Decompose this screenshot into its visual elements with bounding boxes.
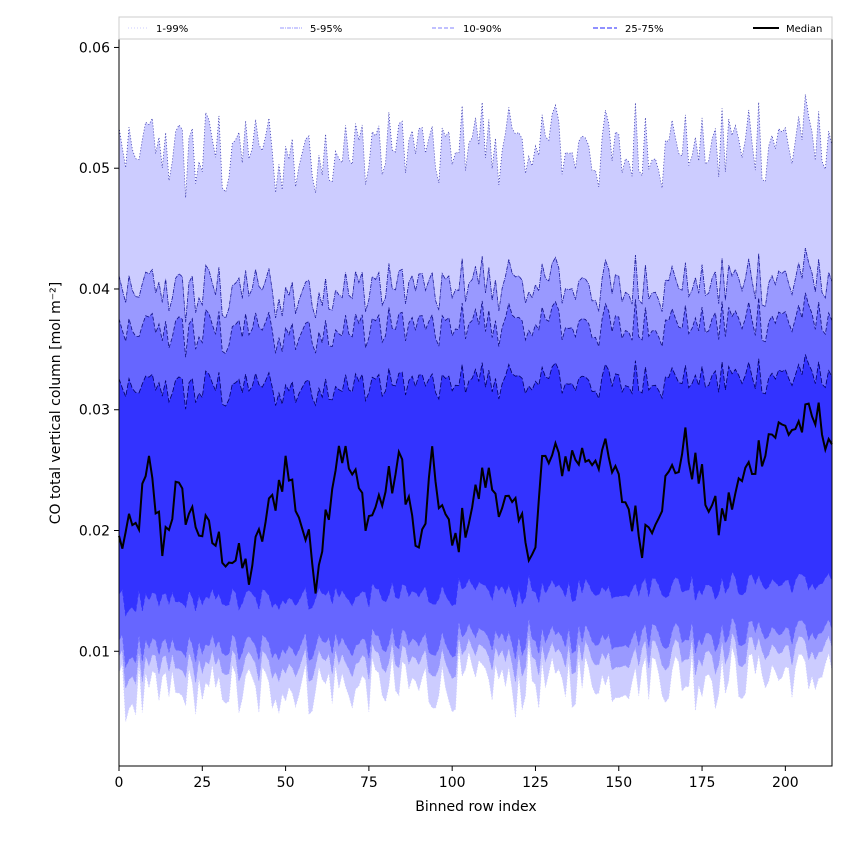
percentile-bands [119,94,832,722]
legend-item-25-75: 25-75% [593,24,664,35]
x-axis: 0 25 50 75 100 125 150 175 200 [115,766,799,791]
band-lower-line-5-95 [118,630,833,689]
y-tick-label: 0.06 [79,40,110,56]
y-tick-label: 0.01 [79,644,110,660]
legend-label-1-99: 1-99% [156,24,188,35]
band-lower-line-25-75 [118,570,833,617]
x-tick-label: 175 [689,775,716,791]
x-axis-label: Binned row index [415,799,536,815]
x-tick-label: 0 [115,775,124,791]
legend: 1-99% 5-95% 10-90% 25-75% Median [118,16,833,40]
x-tick-label: 100 [439,775,466,791]
legend-box [118,16,833,40]
legend-label-5-95: 5-95% [310,24,342,35]
y-axis: 0.01 0.02 0.03 0.04 0.05 0.06 [79,40,119,660]
y-tick-label: 0.03 [79,403,110,419]
x-tick-label: 150 [605,775,632,791]
x-tick-label: 25 [193,775,211,791]
legend-item-5-95: 5-95% [280,24,342,35]
legend-label-median: Median [786,24,822,35]
x-tick-label: 75 [360,775,378,791]
median-line [118,402,833,594]
x-tick-label: 125 [522,775,549,791]
percentile-lines [118,94,833,722]
band-lower-line-1-99 [118,643,833,722]
y-tick-label: 0.02 [79,524,110,540]
y-tick-label: 0.05 [79,161,110,177]
y-tick-label: 0.04 [79,282,110,298]
band-upper-line-25-75 [118,354,833,410]
x-tick-label: 200 [772,775,799,791]
legend-label-10-90: 10-90% [463,24,502,35]
x-tick-label: 50 [277,775,295,791]
legend-item-median: Median [753,24,822,35]
y-axis-label: CO total vertical column [mol m⁻²] [48,282,64,524]
legend-item-1-99: 1-99% [128,24,188,35]
band-upper-line-5-95 [118,247,833,323]
band-lower-line-10-90 [118,615,833,669]
legend-label-25-75: 25-75% [625,24,664,35]
legend-item-10-90: 10-90% [432,24,502,35]
band-upper-line-10-90 [118,292,833,358]
